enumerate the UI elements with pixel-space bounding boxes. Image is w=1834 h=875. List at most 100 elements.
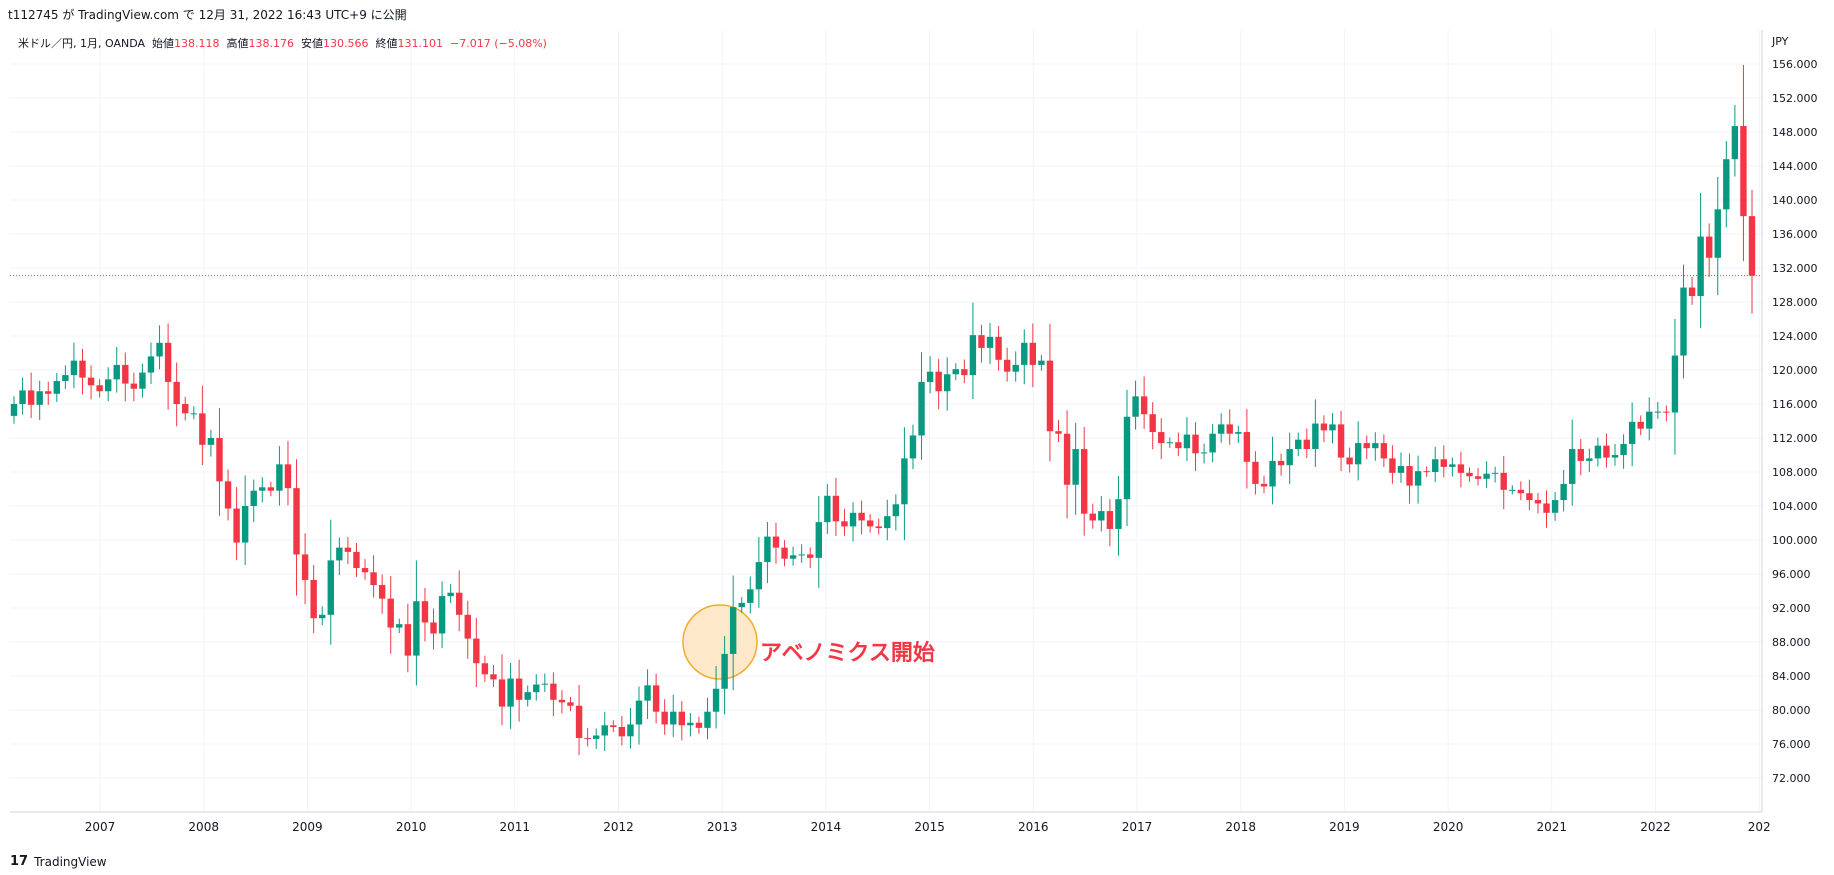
candle-body <box>841 521 848 527</box>
candle-body <box>1397 466 1405 473</box>
candle-body <box>1226 424 1233 434</box>
y-tick-label: 120.000 <box>1772 364 1818 377</box>
candle-body <box>678 711 686 726</box>
candle-body <box>1098 511 1105 521</box>
candle-body <box>370 572 377 586</box>
candle-body <box>670 711 677 725</box>
candle-body <box>610 725 617 727</box>
candle-body <box>1509 489 1516 491</box>
candle-body <box>498 679 506 707</box>
candle-body <box>378 585 386 599</box>
candle-body <box>62 375 69 382</box>
candle-body <box>575 705 583 739</box>
candle-body <box>1637 421 1644 429</box>
candle-body <box>233 508 240 543</box>
candle-body <box>1449 464 1456 467</box>
candle-body <box>1123 416 1131 500</box>
candle-body <box>1158 432 1165 444</box>
candle-body <box>507 678 514 707</box>
candle-body <box>1063 433 1071 485</box>
candle-body <box>45 391 52 394</box>
x-tick-label: 2015 <box>914 820 945 834</box>
candle-body <box>1012 364 1019 372</box>
y-tick-label: 112.000 <box>1772 432 1818 445</box>
candle-body <box>995 336 1002 360</box>
candle-body <box>524 692 531 700</box>
candle-body <box>1021 342 1028 365</box>
candle-body <box>584 738 591 740</box>
candle-body <box>1646 411 1653 429</box>
low-label: 安値 <box>301 37 324 50</box>
x-tick-label: 2007 <box>85 820 116 834</box>
candle-body <box>755 562 763 590</box>
candle-body <box>533 684 540 693</box>
x-tick-label: 2016 <box>1018 820 1049 834</box>
candle-body <box>849 512 857 527</box>
candle-body <box>293 488 300 555</box>
candle-body <box>687 722 694 726</box>
candle-body <box>1337 424 1345 458</box>
candle-body <box>464 614 471 639</box>
candle-body <box>1654 411 1662 413</box>
candle-body <box>1363 443 1370 449</box>
candle-body <box>1440 459 1447 467</box>
high-value: 138.176 <box>248 37 295 50</box>
candle-body <box>729 607 737 654</box>
x-tick-label: 2009 <box>292 820 323 834</box>
candle-body <box>113 364 120 380</box>
footer[interactable]: 17 TradingView <box>10 854 107 869</box>
y-tick-label: 136.000 <box>1772 228 1818 241</box>
candle-body <box>1714 209 1721 258</box>
candle-body <box>815 522 822 558</box>
candle-body <box>19 390 26 404</box>
x-tick-label: 2018 <box>1225 820 1256 834</box>
candle-body <box>122 364 129 384</box>
candle-body <box>353 551 360 569</box>
candle-body <box>986 336 994 348</box>
candle-body <box>1312 423 1319 450</box>
candle-body <box>1551 500 1559 513</box>
candle-body <box>1620 443 1627 455</box>
candle-body <box>807 554 814 558</box>
candle-body <box>550 683 557 700</box>
candle-body <box>1046 360 1054 432</box>
candle-body <box>695 722 703 728</box>
candle-body <box>1406 466 1413 486</box>
candle-body <box>1140 396 1148 415</box>
currency-label: JPY <box>1771 35 1789 48</box>
candle-body <box>53 381 61 394</box>
candle-body <box>1414 471 1422 486</box>
candle-body <box>721 653 728 689</box>
x-axis: 2007 2008 2009 2010 2011 2012 2013 2014 2015 2016… <box>85 820 1771 834</box>
candle-body <box>1663 411 1670 413</box>
y-tick-label: 116.000 <box>1772 398 1818 411</box>
candle-body <box>1329 424 1336 431</box>
candle-body <box>1423 471 1430 473</box>
candle-body <box>1029 342 1037 365</box>
candle-body <box>1106 511 1114 529</box>
candle-body <box>1277 460 1285 466</box>
y-tick-label: 148.000 <box>1772 126 1818 139</box>
x-tick-label: 2014 <box>811 820 842 834</box>
candle-body <box>1389 458 1396 473</box>
candle-body <box>635 700 643 725</box>
candle-body <box>884 516 891 529</box>
candle-body <box>1611 455 1619 458</box>
candle-body <box>1149 414 1156 433</box>
candle-body <box>1731 126 1739 160</box>
candle-body <box>1671 355 1679 413</box>
brand-label: TradingView <box>34 854 107 869</box>
candle-body <box>216 438 223 482</box>
candle-body <box>738 602 745 608</box>
open-value: 138.118 <box>174 37 220 50</box>
candle-body <box>1474 476 1482 479</box>
candle-body <box>1269 460 1276 487</box>
candle-body <box>1209 433 1216 453</box>
candle-body <box>1705 236 1713 258</box>
x-tick-label: 2011 <box>500 820 531 834</box>
x-tick-label: 2017 <box>1122 820 1153 834</box>
candle-body <box>618 727 626 737</box>
tradingview-logo-icon: 17 <box>10 854 29 869</box>
y-tick-label: 76.000 <box>1772 738 1811 751</box>
